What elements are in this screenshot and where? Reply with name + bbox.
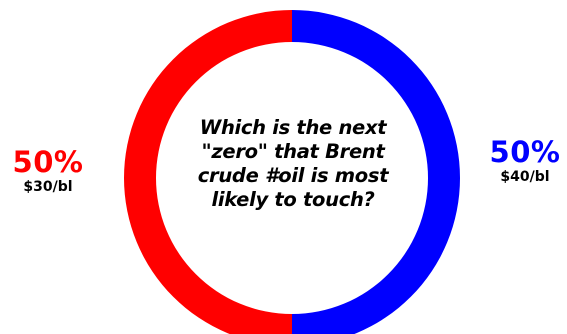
slice-price-30: $30/bl	[23, 179, 73, 195]
question-line-4: likely to touch?	[211, 188, 375, 211]
question-line-1: Which is the next	[199, 116, 387, 139]
donut-slice-30bl	[124, 10, 292, 334]
slice-price-40: $40/bl	[500, 169, 550, 185]
slices-layer	[124, 10, 460, 334]
donut-slice-40bl	[292, 10, 460, 334]
question-line-3: crude #oil is most	[197, 164, 389, 187]
slice-label-40: 50% $40/bl	[479, 136, 567, 186]
slice-percent-40: 50%	[489, 135, 561, 169]
slice-percent-30: 50%	[12, 145, 84, 179]
question-line-2: "zero" that Brent	[201, 140, 385, 163]
chart-question: Which is the next "zero" that Brent crud…	[186, 116, 400, 212]
slice-label-30: 50% $30/bl	[2, 146, 94, 196]
